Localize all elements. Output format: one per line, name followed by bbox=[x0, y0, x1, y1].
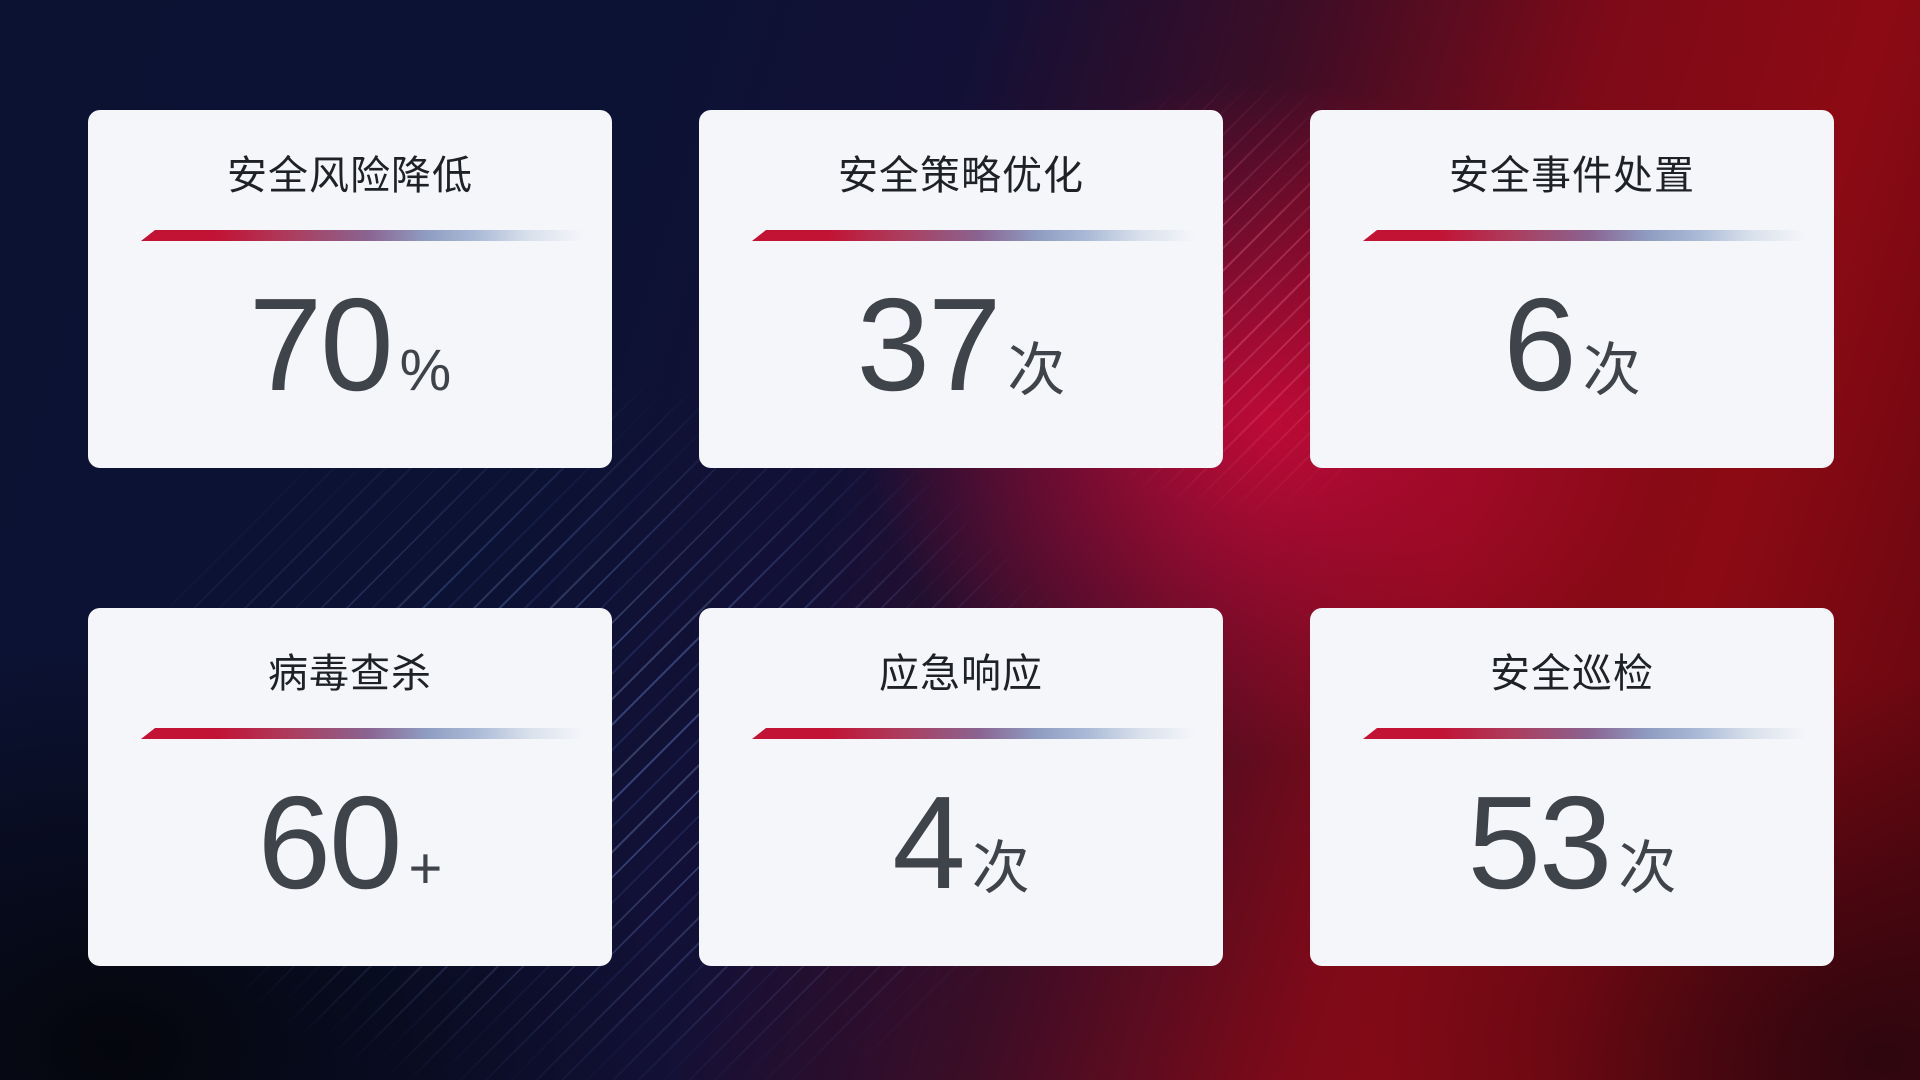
accent-gradient-line bbox=[141, 230, 593, 241]
stat-card-virus-scan: 病毒查杀 60 + bbox=[88, 608, 612, 966]
stat-card-security-risk-reduction: 安全风险降低 70 % bbox=[88, 110, 612, 468]
stat-card-emergency-response: 应急响应 4 次 bbox=[699, 608, 1223, 966]
stat-unit: 次 bbox=[1007, 338, 1066, 403]
card-title: 安全风险降低 bbox=[227, 154, 473, 198]
stat-value: 60 bbox=[257, 769, 403, 916]
stat-value-row: 4 次 bbox=[699, 777, 1223, 909]
stat-value: 37 bbox=[856, 271, 1002, 418]
stat-card-security-policy-optimization: 安全策略优化 37 次 bbox=[699, 110, 1223, 468]
stat-unit: 次 bbox=[971, 836, 1030, 901]
accent-gradient-line bbox=[752, 230, 1204, 241]
stat-value-row: 37 次 bbox=[699, 279, 1223, 411]
stat-card-security-incident-handling: 安全事件处置 6 次 bbox=[1310, 110, 1834, 468]
stat-card-security-inspection: 安全巡检 53 次 bbox=[1310, 608, 1834, 966]
accent-gradient-line bbox=[1363, 230, 1815, 241]
accent-gradient-line bbox=[752, 728, 1204, 739]
stat-value: 70 bbox=[248, 271, 394, 418]
stat-value-row: 60 + bbox=[88, 777, 612, 909]
stat-value: 6 bbox=[1503, 271, 1576, 418]
stat-value: 53 bbox=[1467, 769, 1613, 916]
stat-unit: + bbox=[408, 836, 443, 901]
stat-unit: 次 bbox=[1618, 836, 1677, 901]
stat-value: 4 bbox=[892, 769, 965, 916]
accent-gradient-line bbox=[141, 728, 593, 739]
card-title: 病毒查杀 bbox=[268, 652, 432, 696]
stat-cards-grid: 安全风险降低 70 % 安全策略优化 37 次 安全事件处置 6 次 病毒查 bbox=[88, 110, 1834, 966]
stat-value-row: 6 次 bbox=[1310, 279, 1834, 411]
stat-unit: % bbox=[399, 338, 452, 403]
accent-gradient-line bbox=[1363, 728, 1815, 739]
card-title: 安全策略优化 bbox=[838, 154, 1084, 198]
stat-value-row: 53 次 bbox=[1310, 777, 1834, 909]
card-title: 安全事件处置 bbox=[1449, 154, 1695, 198]
stat-value-row: 70 % bbox=[88, 279, 612, 411]
card-title: 应急响应 bbox=[879, 652, 1043, 696]
card-title: 安全巡检 bbox=[1490, 652, 1654, 696]
stat-unit: 次 bbox=[1582, 338, 1641, 403]
